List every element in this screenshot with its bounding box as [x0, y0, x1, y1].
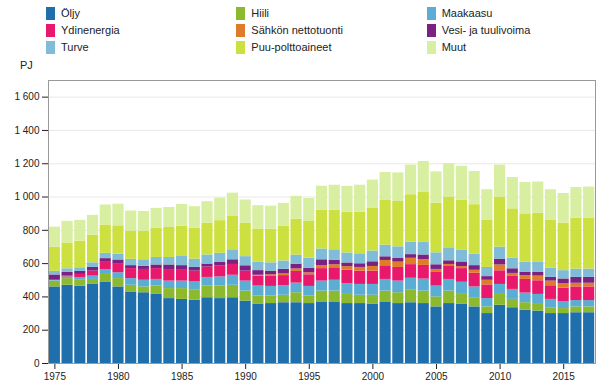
- html-text:Vesi- ja tuulivoima: Vesi- ja tuulivoima: [441, 24, 531, 36]
- html-text:Turve: Turve: [61, 41, 89, 53]
- html-text:Muut: Muut: [441, 41, 467, 53]
- svg-text:200: 200: [23, 324, 40, 335]
- html-text:Öljy: Öljy: [61, 7, 80, 19]
- svg-text:1980: 1980: [107, 371, 130, 382]
- svg-text:0: 0: [34, 358, 40, 369]
- svg-text:2005: 2005: [425, 371, 448, 382]
- svg-text:2000: 2000: [362, 371, 385, 382]
- svg-text:1 600: 1 600: [14, 91, 39, 102]
- html-text:Sähkön nettotuonti: Sähkön nettotuonti: [251, 24, 344, 36]
- svg-text:1 000: 1 000: [14, 191, 39, 202]
- html-text:Puu-polttoaineet: Puu-polttoaineet: [251, 41, 332, 53]
- svg-text:1 200: 1 200: [14, 158, 39, 169]
- html-text:Hiili: Hiili: [251, 7, 270, 19]
- svg-text:1975: 1975: [44, 371, 67, 382]
- html-text:Maakaasu: Maakaasu: [441, 7, 493, 19]
- svg-text:2015: 2015: [553, 371, 576, 382]
- svg-text:400: 400: [23, 291, 40, 302]
- svg-text:1 400: 1 400: [14, 125, 39, 136]
- svg-text:1985: 1985: [171, 371, 194, 382]
- svg-text:1990: 1990: [235, 371, 258, 382]
- svg-text:600: 600: [23, 258, 40, 269]
- svg-text:1995: 1995: [298, 371, 321, 382]
- html-text:Ydinenergia: Ydinenergia: [61, 24, 120, 36]
- svg-text:800: 800: [23, 225, 40, 236]
- html-text:PJ: PJ: [20, 59, 33, 71]
- svg-text:2010: 2010: [489, 371, 512, 382]
